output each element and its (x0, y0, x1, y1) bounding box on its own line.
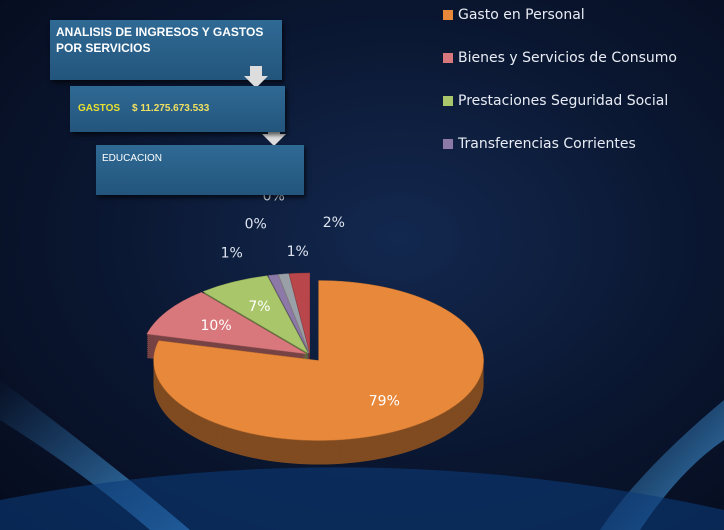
data-label: 2% (323, 215, 345, 231)
data-label: 79% (369, 394, 400, 410)
amount-box: GASTOS $ 11.275.673.533 (70, 86, 285, 132)
decoration (0, 467, 724, 530)
annotation: $ 11.275.673.533 (132, 103, 210, 114)
data-label: 7% (248, 299, 270, 315)
legend-label: Prestaciones Seguridad Social (458, 93, 668, 109)
data-label: 0% (245, 217, 267, 233)
annotation: EDUCACION (102, 153, 163, 164)
data-label: 1% (287, 244, 309, 260)
slice (288, 272, 310, 354)
slice (153, 280, 484, 441)
data-label: 1% (221, 245, 243, 261)
legend-label: Transferencias Corrientes (457, 136, 636, 152)
title-box: ANALISIS DE INGRESOS Y GASTOS POR SERVIC… (50, 20, 282, 80)
legend-swatch (443, 139, 453, 149)
slice (146, 292, 307, 355)
legend-swatch (443, 10, 453, 20)
legend-label: Bienes y Servicios de Consumo (458, 50, 677, 66)
slice (202, 275, 309, 354)
chart-title: ANALISIS DE INGRESOS Y GASTOS POR SERVIC… (56, 25, 264, 55)
annotation: GASTOS (78, 103, 121, 114)
slice (278, 273, 310, 354)
data-label: 10% (201, 318, 232, 334)
legend-label: Gasto en Personal (458, 7, 585, 23)
legend-swatch (443, 53, 453, 63)
service-box: EDUCACION (96, 145, 304, 195)
legend-swatch (443, 96, 453, 106)
